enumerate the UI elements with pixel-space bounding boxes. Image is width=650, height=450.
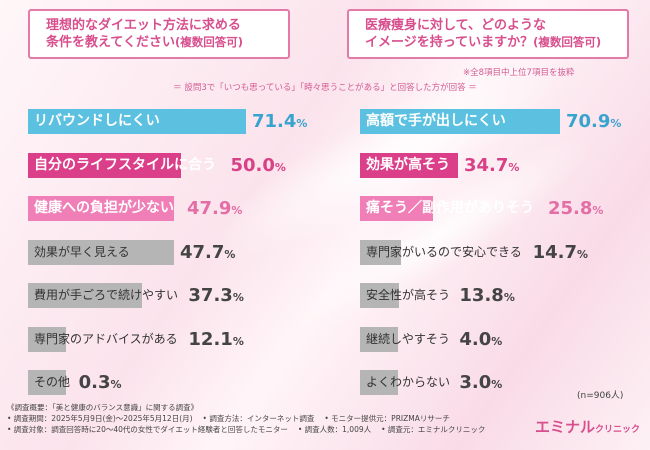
footer-target: • 調査対象：調査回答時に20～40代の女性でダイエット経験者と回答したモニター: [7, 425, 288, 434]
bar-value-left-0: 71.4%: [252, 109, 307, 134]
bar-left-6: [28, 370, 66, 395]
bar-label-left-3: 効果が早く見える: [34, 244, 130, 259]
bar-value-right-1: 34.7%: [464, 153, 519, 178]
bar-label-left-4: 費用が手ごろで続けやすい: [34, 288, 179, 302]
bar-value-left-6: 0.3%: [79, 370, 122, 395]
bar-value-unit: %: [592, 204, 604, 217]
bar-right-4: [360, 283, 399, 308]
bar-value-unit: %: [491, 334, 503, 348]
bar-value-number: 4.0: [459, 328, 492, 350]
bar-left-5: [28, 326, 66, 352]
bar-value-right-0: 70.9%: [566, 109, 621, 134]
bar-label-right-1: 効果が高そう: [366, 156, 450, 173]
eminal-clinic-logo: エミナルクリニック: [535, 416, 640, 437]
bar-label-right-4: 安全性が高そう: [366, 288, 451, 302]
logo-main: エミナル: [535, 418, 596, 436]
bar-value-number: 70.9: [566, 111, 611, 132]
bar-value-left-1: 50.0%: [231, 153, 286, 178]
question-right-line2-text: イメージを持っていますか？: [365, 35, 534, 50]
footer-count: • 調査人数：1,009人: [297, 425, 372, 434]
bar-value-left-3: 47.7%: [180, 240, 235, 265]
bar-value-unit: %: [491, 378, 503, 391]
bar-value-left-5: 12.1%: [188, 327, 243, 352]
bar-value-number: 0.3: [78, 372, 111, 393]
bar-value-unit: %: [274, 160, 286, 174]
bar-value-unit: %: [610, 117, 622, 130]
bar-value-unit: %: [224, 247, 236, 261]
bar-value-right-2: 25.8%: [548, 196, 603, 221]
note-basis: ＝ 設問3で「いつも思っている」「時々思うことがある」と回答した方が回答 ＝: [173, 83, 477, 93]
question-right-line1: 医療痩身に対して、どのような: [365, 18, 546, 33]
bar-value-unit: %: [503, 291, 515, 304]
bar-value-number: 47.9: [187, 198, 232, 219]
bar-left-2: [28, 196, 174, 221]
footer-source: • 調査元：エミナルクリニック: [381, 425, 486, 434]
bar-value-unit: %: [577, 247, 589, 261]
bar-value-unit: %: [508, 160, 520, 174]
bar-label-right-3: 専門家がいるので安心できる: [366, 244, 522, 259]
bar-value-unit: %: [231, 204, 243, 217]
bar-value-number: 13.8: [459, 285, 504, 306]
bar-label-left-0: リバウンドしにくい: [34, 113, 160, 129]
bar-right-6: [360, 370, 398, 395]
bar-value-number: 3.0: [459, 372, 492, 393]
question-left-line2: 条件を教えてください(複数回答可): [46, 34, 288, 51]
question-left-suffix: (複数回答可): [174, 35, 243, 49]
bar-label-right-5: 継続しやすそう: [366, 331, 450, 346]
footer-method: • 調査方法：インターネット調査: [202, 414, 315, 423]
bar-label-right-2: 痛そう／副作用がありそう: [366, 200, 534, 216]
footer-period: • 調査期間：2025年5月9日(金)～2025年5月12日(月): [7, 414, 193, 423]
bar-left-0: [28, 109, 246, 134]
question-left-line2-text: 条件を教えてください: [46, 35, 175, 50]
bar-right-2: [360, 196, 433, 221]
bar-value-number: 47.7: [180, 241, 225, 263]
bar-left-1: [28, 152, 181, 178]
question-left-box: 理想的なダイエット方法に求める 条件を教えてください(複数回答可): [28, 9, 290, 59]
bar-value-unit: %: [110, 378, 122, 391]
question-right-line2: イメージを持っていますか？(複数回答可): [365, 34, 627, 51]
bar-label-left-6: その他: [34, 375, 71, 389]
bar-value-right-5: 4.0%: [459, 327, 502, 352]
bar-label-right-0: 高額で手が出しにくい: [366, 113, 506, 129]
bar-right-3: [360, 239, 401, 265]
bar-left-4: [28, 283, 142, 308]
bar-value-left-4: 37.3%: [188, 283, 243, 308]
bar-value-unit: %: [232, 291, 244, 304]
survey-footer: 《調査概要：「美と健康のバランス意識」に関する調査》 • 調査期間：2025年5…: [7, 402, 527, 435]
bar-value-right-3: 14.7%: [533, 240, 588, 265]
logo-sub: クリニック: [595, 425, 641, 435]
footer-line3: • 調査対象：調査回答時に20～40代の女性でダイエット経験者と回答したモニター…: [7, 424, 527, 435]
bar-value-number: 14.7: [532, 241, 578, 263]
bar-value-number: 71.4: [252, 111, 297, 132]
bar-value-number: 50.0: [230, 154, 275, 176]
sample-size-label: (n=906人): [577, 391, 624, 401]
question-right-suffix: (複数回答可): [533, 35, 602, 49]
note-top7: ※全8項目中上位7項目を抜粋: [463, 68, 575, 78]
question-right-box: 医療痩身に対して、どのような イメージを持っていますか？(複数回答可): [347, 9, 629, 59]
bar-value-right-4: 13.8%: [459, 283, 514, 308]
bar-right-0: [360, 109, 560, 134]
bar-value-number: 34.7: [464, 154, 509, 176]
bar-value-unit: %: [296, 117, 308, 130]
bar-value-number: 25.8: [548, 198, 593, 219]
bar-label-left-5: 専門家のアドバイスがある: [34, 331, 178, 346]
bar-value-left-2: 47.9%: [187, 196, 242, 221]
footer-monitor: • モニター提供元：PRIZMAリサーチ: [324, 414, 450, 423]
bar-label-left-2: 健康への負担が少ない: [34, 200, 174, 216]
bar-label-left-1: 自分のライフスタイルに合う: [34, 156, 216, 173]
footer-line1: 《調査概要：「美と健康のバランス意識」に関する調査》: [7, 403, 199, 412]
bar-left-3: [28, 239, 174, 265]
bar-right-1: [360, 152, 458, 178]
question-left-line1: 理想的なダイエット方法に求める: [46, 18, 241, 33]
footer-line2: • 調査期間：2025年5月9日(金)～2025年5月12日(月) • 調査方法：…: [7, 413, 527, 424]
bar-value-unit: %: [232, 334, 244, 348]
bar-right-5: [360, 326, 398, 352]
bar-label-right-6: よくわからない: [366, 375, 451, 389]
bar-value-right-6: 3.0%: [459, 370, 502, 395]
bar-value-number: 12.1: [188, 328, 233, 350]
bar-value-number: 37.3: [188, 285, 233, 306]
